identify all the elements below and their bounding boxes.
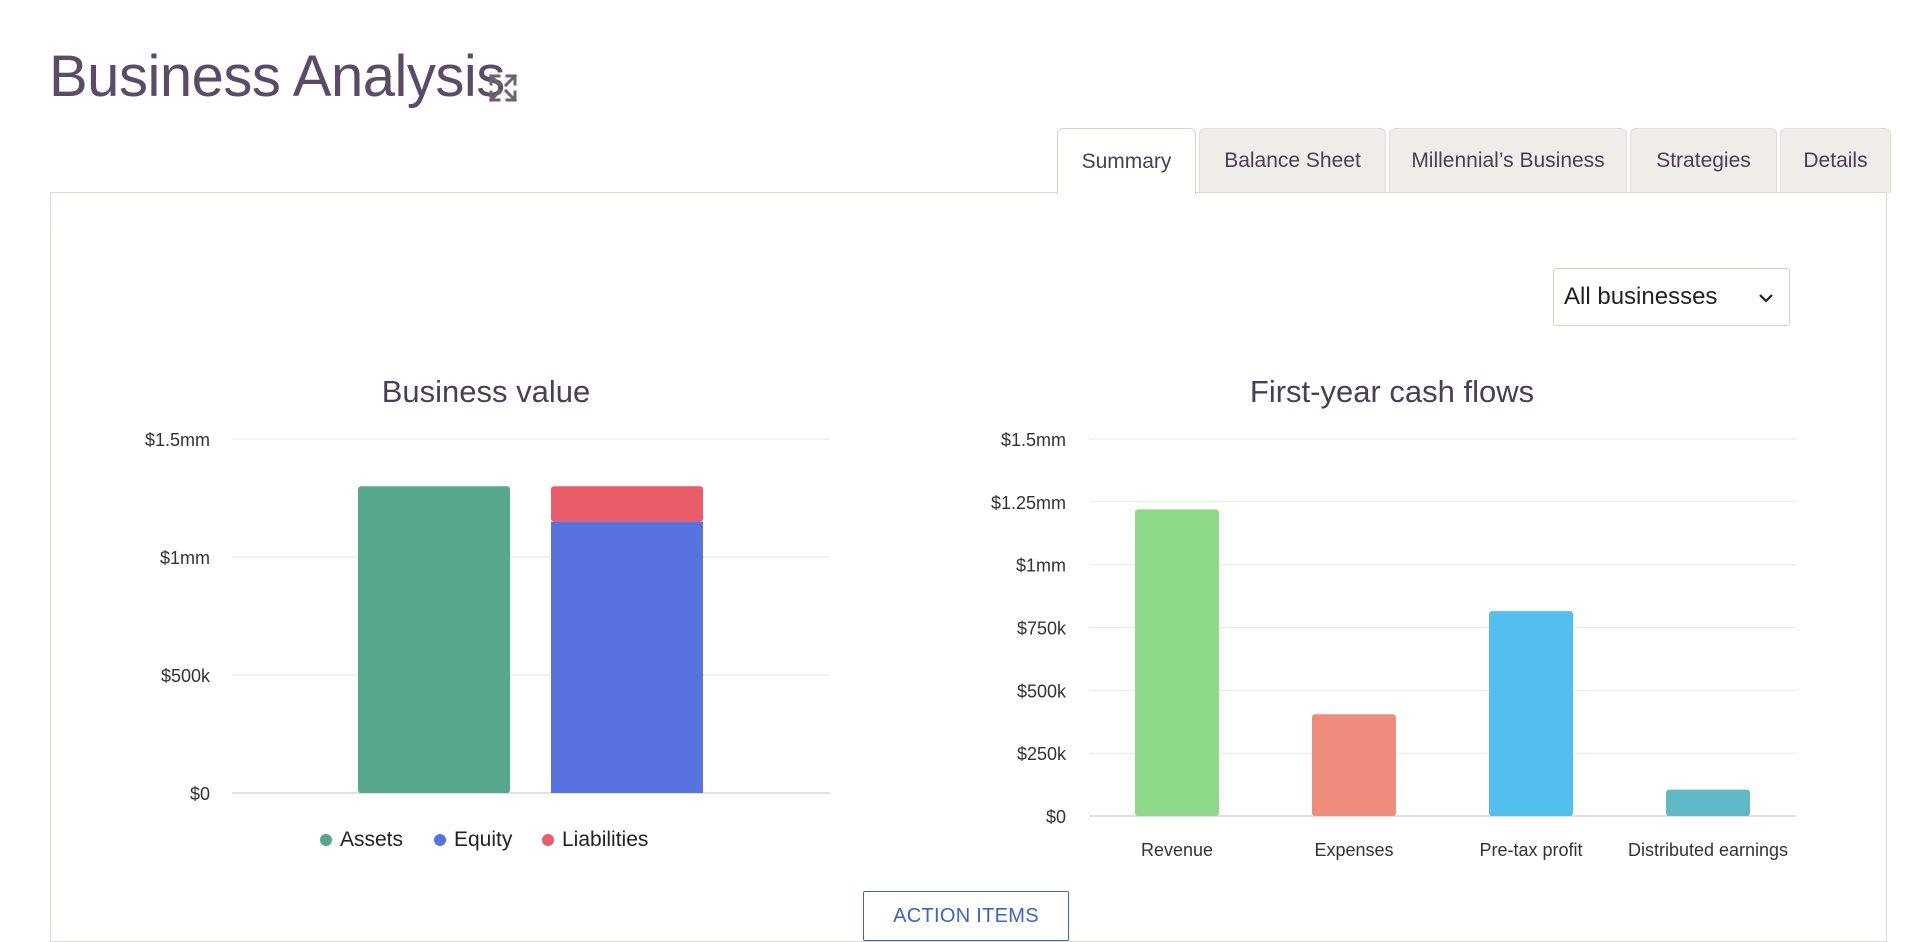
business-filter-select[interactable]: All businesses xyxy=(1553,268,1790,326)
tab-summary[interactable]: Summary xyxy=(1057,128,1196,194)
page-title: Business Analysis xyxy=(49,44,505,109)
business-value-title: Business value xyxy=(381,374,591,409)
tab-strategies[interactable]: Strategies xyxy=(1630,128,1777,193)
y-tick-label: $250k xyxy=(1017,744,1067,764)
chevron-down-icon xyxy=(1759,294,1773,303)
y-tick-label: $1.5mm xyxy=(145,430,210,450)
x-tick-label: Expenses xyxy=(1314,840,1393,860)
bar-pre-tax-profit xyxy=(1489,611,1573,816)
legend-label-equity: Equity xyxy=(454,828,513,851)
cash-flows-title: First-year cash flows xyxy=(1249,374,1535,409)
tab-millennials-business[interactable]: Millennial’s Business xyxy=(1389,128,1627,193)
bar-liabilities xyxy=(551,486,703,522)
bar-expenses xyxy=(1312,714,1396,816)
expand-icon[interactable] xyxy=(487,72,519,104)
y-tick-label: $1.5mm xyxy=(1001,430,1066,450)
legend-dot-liabilities xyxy=(542,834,554,846)
y-tick-label: $0 xyxy=(1046,807,1066,827)
bar-assets xyxy=(358,486,510,793)
x-tick-label: Revenue xyxy=(1141,840,1213,860)
y-tick-label: $500k xyxy=(1017,681,1067,701)
legend-dot-equity xyxy=(434,834,446,846)
bar-distributed-earnings xyxy=(1666,789,1750,816)
tab-balance-sheet[interactable]: Balance Sheet xyxy=(1199,128,1386,193)
y-tick-label: $1mm xyxy=(1016,556,1066,576)
legend-dot-assets xyxy=(320,834,332,846)
y-tick-label: $750k xyxy=(1017,619,1067,639)
x-tick-label: Pre-tax profit xyxy=(1479,840,1582,860)
action-items-button[interactable]: ACTION ITEMS xyxy=(863,891,1069,941)
y-tick-label: $1mm xyxy=(160,548,210,568)
y-tick-label: $500k xyxy=(161,666,211,686)
tab-details[interactable]: Details xyxy=(1780,128,1891,193)
bar-revenue xyxy=(1135,509,1219,816)
y-tick-label: $1.25mm xyxy=(991,493,1066,513)
bar-equity xyxy=(551,521,703,793)
business-filter-value: All businesses xyxy=(1564,283,1718,310)
legend-label-assets: Assets xyxy=(340,828,403,851)
y-tick-label: $0 xyxy=(190,784,210,804)
legend-label-liabilities: Liabilities xyxy=(562,828,648,851)
x-tick-label: Distributed earnings xyxy=(1628,840,1788,860)
